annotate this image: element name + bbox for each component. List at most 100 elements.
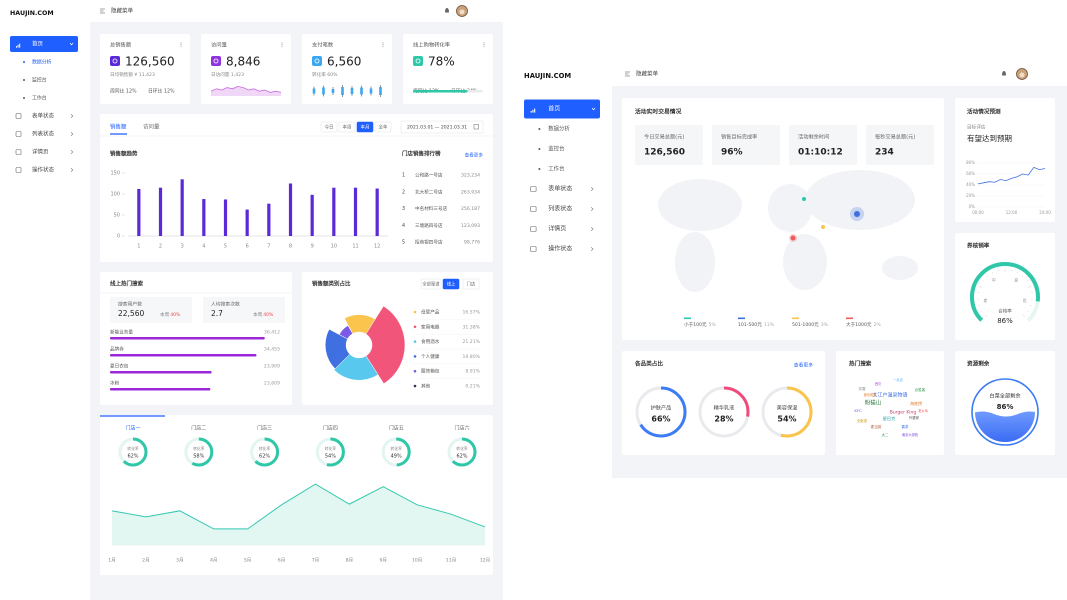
range-label[interactable]: 全年	[379, 124, 388, 131]
y-tick-label: 40%	[966, 182, 975, 187]
more-icon	[180, 45, 182, 47]
legend-label: 其他	[421, 383, 431, 390]
stat-value: 126,560	[125, 55, 175, 69]
x-tick-label: 2月	[142, 558, 150, 564]
submenu-item[interactable]: 数据分析	[548, 125, 570, 133]
menu-active[interactable]	[524, 99, 600, 119]
hot-word[interactable]: 我也看雪	[864, 392, 877, 397]
stat-title: 访问量	[211, 41, 228, 49]
stat-value: 78%	[428, 55, 455, 69]
ranking-title: 门店销售排行榜	[402, 150, 441, 158]
legend-dot	[413, 325, 417, 329]
y-tick-label: 20%	[966, 193, 975, 198]
search-value: 2.7	[211, 309, 223, 318]
menu-icon	[15, 113, 22, 119]
gauge-label: 良	[1014, 277, 1018, 282]
hot-word[interactable]: 大江户温泉物语	[872, 392, 907, 399]
keyword-bar	[110, 354, 257, 357]
gauge-tick	[1022, 314, 1025, 317]
hot-word[interactable]: 星巴克	[883, 416, 896, 422]
range-label[interactable]: 今日	[325, 124, 334, 131]
more-link[interactable]: 查看更多	[465, 152, 484, 159]
more-icon	[483, 42, 485, 44]
menu-item[interactable]: 列表状态	[32, 130, 55, 138]
ring-arc	[761, 386, 813, 438]
submenu-item[interactable]: 工作台	[548, 165, 564, 173]
hot-word[interactable]: 外婆家	[909, 415, 920, 420]
store-tab[interactable]: 门店三	[257, 425, 272, 432]
date-picker[interactable]	[400, 120, 484, 134]
menu-item[interactable]: 表单状态	[32, 112, 55, 120]
menu-item[interactable]: 详情页	[548, 225, 566, 233]
tab[interactable]: 访问量	[143, 123, 160, 131]
submenu-item[interactable]: 数据分析	[32, 59, 52, 66]
hot-word[interactable]: 一点点	[893, 377, 903, 382]
rose-sector	[325, 328, 351, 370]
channel-button[interactable]	[462, 278, 480, 290]
range-button[interactable]	[338, 121, 356, 133]
menu-toggle[interactable]: 隐藏菜单	[111, 7, 134, 15]
hot-word[interactable]: 喜茶	[901, 424, 909, 429]
more-icon	[483, 44, 485, 46]
range-button[interactable]	[356, 121, 374, 133]
hot-word[interactable]: 奈雪	[859, 386, 867, 391]
channel-button[interactable]	[442, 278, 460, 290]
channel-label[interactable]: 全部渠道	[422, 281, 440, 288]
tab[interactable]: 销售额	[110, 123, 127, 131]
gauge-label: 中	[992, 277, 996, 282]
menu-item[interactable]: 列表状态	[548, 205, 572, 213]
range-label[interactable]: 本月	[361, 124, 370, 131]
live-stat-box	[789, 125, 857, 165]
candle	[360, 87, 363, 95]
store-tab[interactable]: 门店六	[454, 425, 469, 432]
chevron	[591, 107, 596, 111]
label-part: 本周	[160, 311, 170, 318]
hot-word[interactable]: KFC	[854, 408, 862, 413]
menu-icon	[530, 206, 537, 212]
store-tab[interactable]: 门店二	[191, 425, 206, 432]
hot-word[interactable]: 老乡鸡	[918, 408, 928, 413]
ring-value: 62%	[259, 454, 270, 460]
menu-item[interactable]: 表单状态	[548, 185, 572, 193]
menu-item[interactable]: 操作状态	[548, 245, 572, 253]
map-land	[658, 179, 742, 231]
menu-item[interactable]: 首页	[32, 40, 44, 48]
x-tick-label: 10	[331, 244, 337, 250]
x-tick-label: 7	[267, 244, 270, 250]
store-tab[interactable]: 门店一	[125, 425, 140, 432]
menu-icon	[15, 167, 22, 173]
hot-word[interactable]: 麦当劳	[871, 424, 882, 429]
more-link[interactable]: 查看更多	[794, 362, 813, 369]
hot-word[interactable]: 海底捞	[910, 400, 922, 406]
store-tab[interactable]: 门店五	[389, 425, 404, 432]
submenu-item[interactable]: 监控台	[548, 145, 564, 153]
hot-word[interactable]: 全聚德	[857, 418, 868, 423]
x-tick-label: 8月	[346, 558, 354, 564]
channel-button[interactable]	[420, 278, 442, 290]
menu-active[interactable]	[10, 36, 78, 52]
menu-toggle[interactable]: 隐藏菜单	[636, 70, 659, 78]
hot-word[interactable]: 西贝	[875, 382, 881, 386]
x-tick-label: 7月	[312, 558, 320, 564]
hot-word[interactable]: 南京大排档	[902, 432, 918, 437]
menu-item[interactable]: 操作状态	[32, 166, 55, 174]
liquid-value: 86%	[997, 403, 1014, 411]
avatar-face	[459, 9, 465, 15]
date-range[interactable]: 2021.03.01 — 2021.03.31	[407, 125, 467, 131]
range-button[interactable]	[320, 121, 338, 133]
hot-word[interactable]: 粉猫山	[865, 399, 882, 407]
menu-item[interactable]: 详情页	[32, 148, 49, 156]
store-name: 公和路一号店	[415, 172, 443, 179]
label-part: 小于100元	[684, 321, 707, 328]
submenu-item[interactable]: 工作台	[32, 95, 47, 102]
range-label[interactable]: 本周	[343, 124, 352, 131]
channel-label[interactable]: 门店	[467, 281, 476, 288]
menu-item[interactable]: 首页	[548, 105, 560, 113]
channel-label[interactable]: 线上	[447, 281, 456, 288]
hot-word[interactable]: 太二	[882, 432, 889, 437]
hot-word[interactable]: 必胜客	[915, 387, 926, 392]
submenu-item[interactable]: 监控台	[32, 77, 47, 84]
hot-word[interactable]: Burger King	[890, 410, 917, 416]
store-tab[interactable]: 门店四	[323, 425, 338, 432]
range-button[interactable]	[374, 121, 392, 133]
